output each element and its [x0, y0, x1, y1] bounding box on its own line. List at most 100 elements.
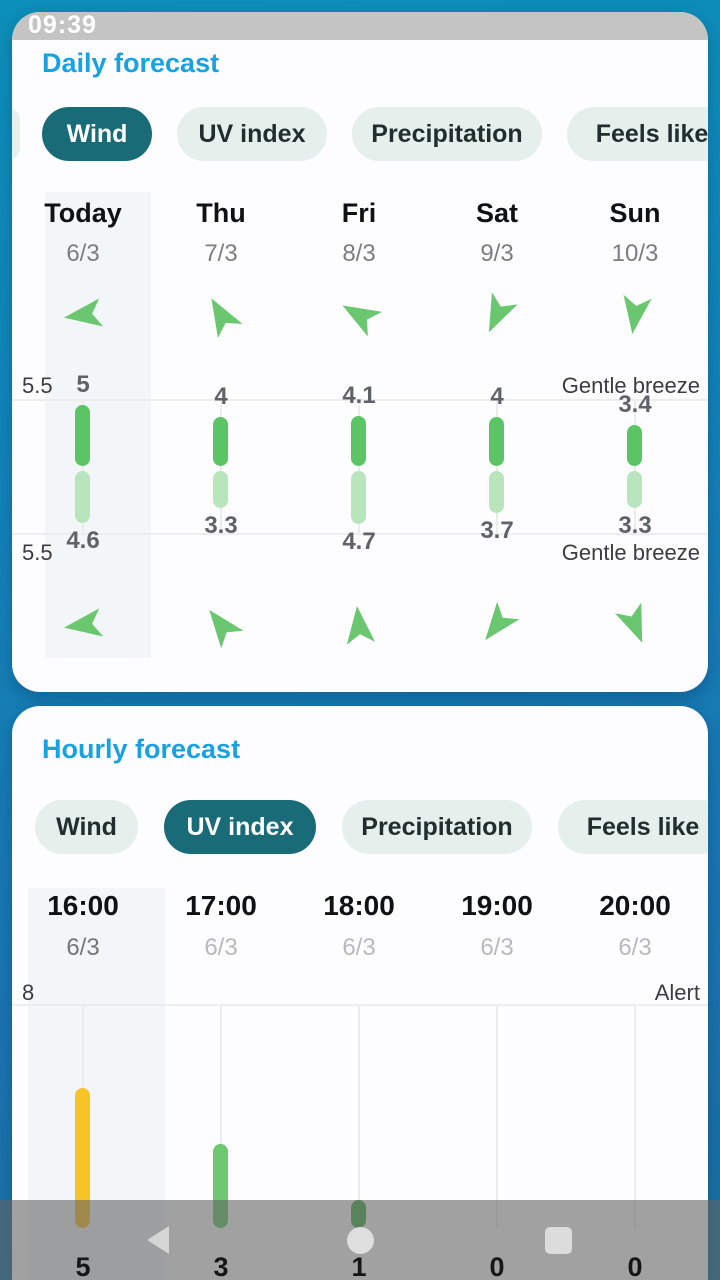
wind-direction-night-arrow-icon — [474, 601, 520, 648]
uv-value: 3 — [213, 1252, 229, 1280]
date-label: 6/3 — [480, 934, 514, 961]
hourly-uv-chart: 8 Alert 16:00 6/3 5 17:00 6/3 3 18:00 6/… — [12, 706, 708, 1280]
column-gridline — [496, 399, 498, 533]
day-label: Today — [44, 198, 122, 228]
wind-direction-day-arrow-icon — [60, 292, 106, 338]
tab-feels-like[interactable]: Feels like — [558, 800, 708, 854]
hourly-column-16: 16:00 6/3 5 — [14, 706, 152, 1280]
wind-direction-day-arrow-icon — [198, 292, 244, 339]
day-wind-value: 3.4 — [618, 391, 652, 418]
hourly-forecast-title: Hourly forecast — [42, 734, 241, 764]
day-wind-value: 4 — [214, 383, 228, 410]
daily-wind-chart: 5.5 5.5 Gentle breeze Gentle breeze Toda… — [12, 12, 708, 692]
tab-wind[interactable]: Wind — [42, 107, 152, 161]
daily-column-thu: Thu 7/3 4 3.3 — [152, 12, 290, 692]
uv-alert-label: Alert — [654, 980, 700, 1005]
day-wind-bar — [627, 425, 642, 466]
today-column-highlight — [45, 192, 151, 658]
daily-forecast-card: 09:39 Daily forecast Wind UV index Preci… — [12, 12, 708, 692]
day-label: Thu — [196, 198, 246, 228]
back-button[interactable] — [118, 1200, 198, 1280]
night-wind-value: 3.7 — [480, 517, 514, 544]
wind-direction-night-arrow-icon — [612, 602, 658, 648]
time-label: 18:00 — [323, 890, 395, 921]
night-wind-bar — [351, 471, 366, 524]
hourly-forecast-card: Hourly forecast Wind UV index Precipitat… — [12, 706, 708, 1280]
back-triangle-icon — [147, 1226, 169, 1254]
tab-precipitation[interactable]: Precipitation — [352, 107, 542, 161]
day-wind-bar — [75, 405, 90, 466]
day-wind-bar — [351, 416, 366, 466]
tab-precipitation[interactable]: Precipitation — [342, 800, 532, 854]
night-wind-value: 3.3 — [204, 512, 238, 539]
day-label: Fri — [341, 198, 377, 228]
date-label: 10/3 — [611, 240, 659, 267]
recents-button[interactable] — [518, 1200, 598, 1280]
tab-wind[interactable]: Wind — [35, 800, 138, 854]
column-gridline — [496, 1004, 498, 1228]
column-gridline — [634, 399, 636, 533]
hourly-column-18: 18:00 6/3 1 — [290, 706, 428, 1280]
recents-square-icon — [544, 1226, 572, 1254]
home-circle-icon — [346, 1226, 374, 1254]
daily-tabs: Wind UV index Precipitation Feels like — [12, 107, 708, 161]
axis-max-top: 5.5 — [22, 373, 53, 398]
tab-uv-index[interactable]: UV index — [177, 107, 327, 161]
uv-bar — [75, 1088, 90, 1228]
day-wind-bar — [213, 417, 228, 466]
column-gridline — [82, 399, 84, 533]
gridline-night-max — [12, 533, 708, 535]
uv-value: 5 — [75, 1252, 91, 1280]
column-gridline — [634, 1004, 636, 1228]
status-clock: 09:39 — [28, 12, 97, 39]
date-label: 6/3 — [66, 240, 100, 267]
day-wind-value: 4.1 — [342, 382, 376, 409]
hourly-column-19: 19:00 6/3 0 — [428, 706, 566, 1280]
axis-max-bottom: 5.5 — [22, 540, 53, 565]
day-wind-value: 5 — [76, 371, 90, 398]
night-wind-value: 3.3 — [618, 512, 652, 539]
wind-category-bottom: Gentle breeze — [561, 540, 700, 565]
time-label: 19:00 — [461, 890, 533, 921]
tab-uv-index[interactable]: UV index — [164, 800, 316, 854]
uv-value: 0 — [489, 1252, 505, 1280]
date-label: 7/3 — [204, 240, 238, 267]
tab-feels-like[interactable]: Feels like — [567, 107, 708, 161]
day-wind-bar — [489, 417, 504, 466]
date-label: 6/3 — [342, 934, 376, 961]
day-label: Sat — [475, 198, 519, 228]
night-wind-bar — [213, 471, 228, 508]
date-label: 6/3 — [66, 934, 100, 961]
daily-forecast-title: Daily forecast — [42, 48, 220, 78]
hourly-tabs: Wind UV index Precipitation Feels like — [12, 800, 708, 854]
column-gridline — [358, 1004, 360, 1228]
night-wind-value: 4.6 — [66, 527, 100, 554]
home-button[interactable] — [320, 1200, 400, 1280]
day-wind-value: 4 — [490, 383, 504, 410]
wind-direction-night-arrow-icon — [60, 602, 106, 648]
wind-direction-day-arrow-icon — [336, 292, 383, 338]
tab-sliver — [12, 107, 20, 161]
column-gridline — [358, 399, 360, 533]
time-label: 17:00 — [185, 890, 257, 921]
column-gridline — [220, 1004, 222, 1228]
date-label: 6/3 — [204, 934, 238, 961]
hourly-column-20: 20:00 6/3 0 — [566, 706, 704, 1280]
day-label: Sun — [609, 198, 661, 228]
hourly-column-17: 17:00 6/3 3 — [152, 706, 290, 1280]
status-bar: 09:39 — [12, 12, 708, 40]
uv-axis-max: 8 — [22, 980, 35, 1005]
wind-direction-day-arrow-icon — [474, 292, 520, 338]
date-label: 9/3 — [480, 240, 514, 267]
night-wind-bar — [75, 471, 90, 523]
daily-column-sat: Sat 9/3 4 3.7 — [428, 12, 566, 692]
uv-value: 1 — [351, 1252, 367, 1280]
date-label: 6/3 — [618, 934, 652, 961]
android-nav-bar — [0, 1200, 720, 1280]
column-gridline — [220, 399, 222, 533]
wind-direction-night-arrow-icon — [198, 602, 244, 649]
night-wind-bar — [627, 471, 642, 508]
night-wind-bar — [489, 471, 504, 513]
gridline-uv-max — [12, 1004, 708, 1006]
night-wind-value: 4.7 — [342, 528, 376, 555]
